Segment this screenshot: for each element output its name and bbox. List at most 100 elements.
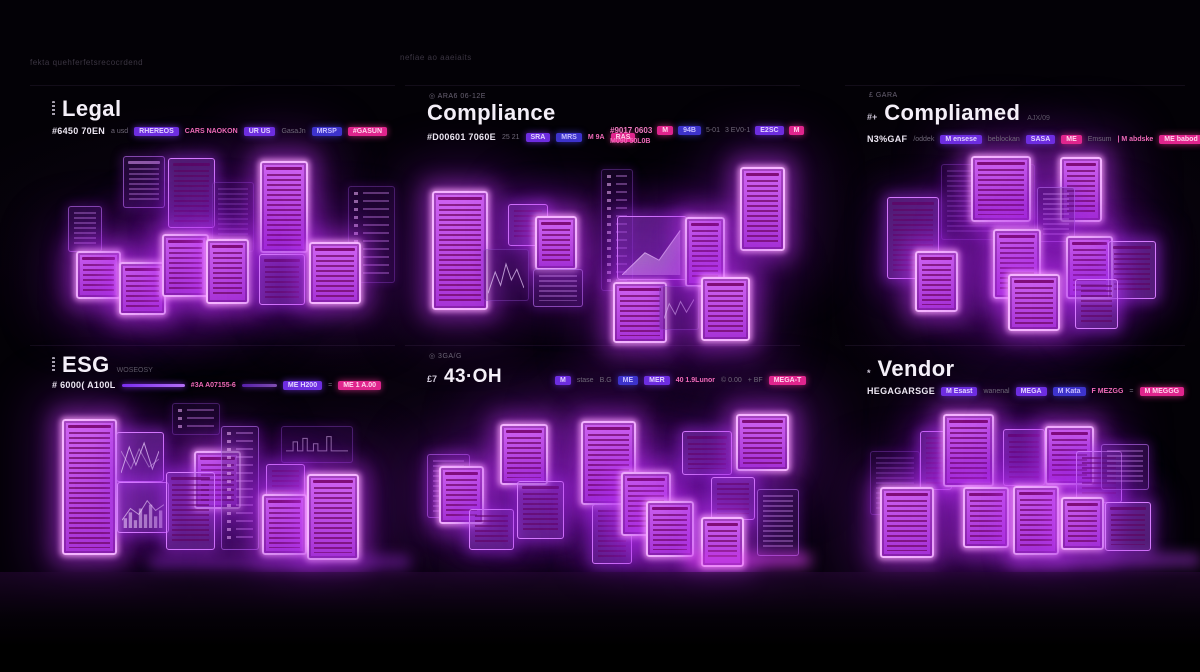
document-card[interactable] <box>1108 241 1156 299</box>
document-card[interactable] <box>646 501 694 557</box>
document-card[interactable] <box>76 251 121 299</box>
document-card[interactable] <box>533 269 583 307</box>
document-card[interactable] <box>971 156 1031 222</box>
document-card[interactable] <box>915 251 958 312</box>
submeta-row: M090 50L0B <box>610 138 804 145</box>
document-card[interactable] <box>1076 451 1122 503</box>
document-card[interactable] <box>309 242 361 304</box>
line-chart-card[interactable] <box>116 432 164 482</box>
document-card[interactable] <box>1101 444 1149 490</box>
panel-compliance-cards <box>405 86 800 343</box>
panel-43oh-cards <box>405 346 800 573</box>
document-card[interactable] <box>943 414 994 487</box>
meta-note: © 0.00 <box>721 377 742 384</box>
document-card[interactable] <box>166 472 215 550</box>
status-badge: M MEGGG <box>1139 386 1185 396</box>
document-card[interactable] <box>535 216 577 270</box>
document-card[interactable] <box>439 466 484 524</box>
document-card[interactable] <box>711 477 755 520</box>
document-card[interactable] <box>963 487 1009 548</box>
status-badge: ME babod <box>1159 134 1200 144</box>
line-chart-card[interactable] <box>659 286 699 330</box>
panel-43oh: ◎ 3GA/G £7 43·OH M stase B.G ME MER 40 1… <box>405 345 807 573</box>
document-card[interactable] <box>221 426 259 550</box>
document-card[interactable] <box>1003 429 1045 486</box>
document-card[interactable] <box>1013 486 1059 555</box>
document-card[interactable] <box>68 206 102 252</box>
panel-title: ESG <box>62 352 110 377</box>
document-card[interactable] <box>260 161 308 253</box>
document-card[interactable] <box>880 487 934 558</box>
document-card[interactable] <box>307 474 359 560</box>
status-badge: MER <box>644 376 670 385</box>
bar-chart-card[interactable] <box>117 482 169 533</box>
status-badge: ME H200 <box>282 380 323 390</box>
line-chart-sketch <box>488 256 524 296</box>
panel-esg-meta: # 6000( A100L #3A A07155-6 ME H200 = ME … <box>52 380 381 390</box>
document-card[interactable] <box>517 481 564 539</box>
document-card[interactable] <box>62 419 117 555</box>
document-card[interactable] <box>119 262 166 315</box>
panel-compliamed-meta: N3%GAF /oddek M ensese beblockan SASA ME… <box>867 134 1200 144</box>
document-card[interactable] <box>1060 157 1102 222</box>
document-card[interactable] <box>757 489 799 556</box>
meta-note: stase <box>576 377 594 384</box>
status-badge: M <box>788 126 805 135</box>
panel-compliamed-cards <box>845 86 1185 336</box>
document-card[interactable] <box>1037 187 1075 242</box>
panel-esg-header: ESG WOSEOSY <box>52 352 153 378</box>
panel-compliance-header: Compliance <box>427 100 556 126</box>
document-card[interactable] <box>500 424 548 485</box>
status-badge: ME <box>1061 134 1082 144</box>
meta-note: a usd <box>111 127 129 135</box>
document-card[interactable] <box>682 431 732 475</box>
progress-bar <box>121 383 185 387</box>
checklist-card[interactable] <box>172 403 220 435</box>
panel-vendor-header: * Vendor <box>867 356 955 382</box>
line-chart-sketch <box>121 439 159 477</box>
document-card[interactable] <box>1061 497 1104 550</box>
document-card[interactable] <box>162 234 209 297</box>
document-card[interactable] <box>123 156 165 208</box>
meta-note: = <box>1129 387 1134 395</box>
document-card[interactable] <box>206 239 249 304</box>
floor-shadow <box>0 572 1200 672</box>
panel-compliamed-header: #+ Compliamed AJX/09 <box>867 100 1050 126</box>
status-badge: ME <box>617 376 639 385</box>
document-card[interactable] <box>701 277 750 341</box>
panel-vendor: * Vendor HEGAGARSGE M Esast wanenal MEGA… <box>845 345 1185 573</box>
title-tick-icon <box>52 357 55 373</box>
ecg-chart-card[interactable] <box>281 426 353 463</box>
document-card[interactable] <box>1008 274 1060 331</box>
panel-title: Compliance <box>427 100 556 125</box>
meta-label: M 9A <box>587 133 605 141</box>
document-card[interactable] <box>1075 279 1118 329</box>
board-id: #D00601 7060E <box>427 132 496 142</box>
document-card[interactable] <box>469 509 514 550</box>
status-badge: MRS <box>556 132 582 142</box>
document-card[interactable] <box>432 191 488 310</box>
document-card[interactable] <box>168 158 215 228</box>
document-card[interactable] <box>262 494 307 555</box>
document-card[interactable] <box>1105 502 1151 551</box>
title-prefix: #+ <box>867 112 878 122</box>
document-card[interactable] <box>613 282 667 343</box>
panel-43oh-meta: M stase B.G ME MER 40 1.9Lunor © 0.00 + … <box>555 376 807 385</box>
document-card[interactable] <box>259 254 305 305</box>
panel-compliamed: £ GARA #+ Compliamed AJX/09 N3%GAF /odde… <box>845 85 1200 336</box>
document-card[interactable] <box>740 167 785 251</box>
meta-label: #3A A07155-6 <box>190 381 236 389</box>
area-chart-sketch <box>622 223 682 275</box>
panel-esg-cards <box>30 346 395 573</box>
document-card[interactable] <box>736 414 789 471</box>
status-badge: M Esast <box>941 386 978 396</box>
panel-legal: Legal #6450 70EN a usd RHEREOS CARS NAOK… <box>30 85 395 336</box>
line-chart-card[interactable] <box>483 249 529 301</box>
document-card[interactable] <box>701 517 744 567</box>
status-badge: ME 1 A.00 <box>338 380 381 390</box>
panel-vendor-meta: HEGAGARSGE M Esast wanenal MEGA M Kata F… <box>867 386 1185 396</box>
area-chart-card[interactable] <box>617 216 687 280</box>
meta-note: Emsum <box>1087 135 1112 143</box>
document-card[interactable] <box>685 217 725 287</box>
